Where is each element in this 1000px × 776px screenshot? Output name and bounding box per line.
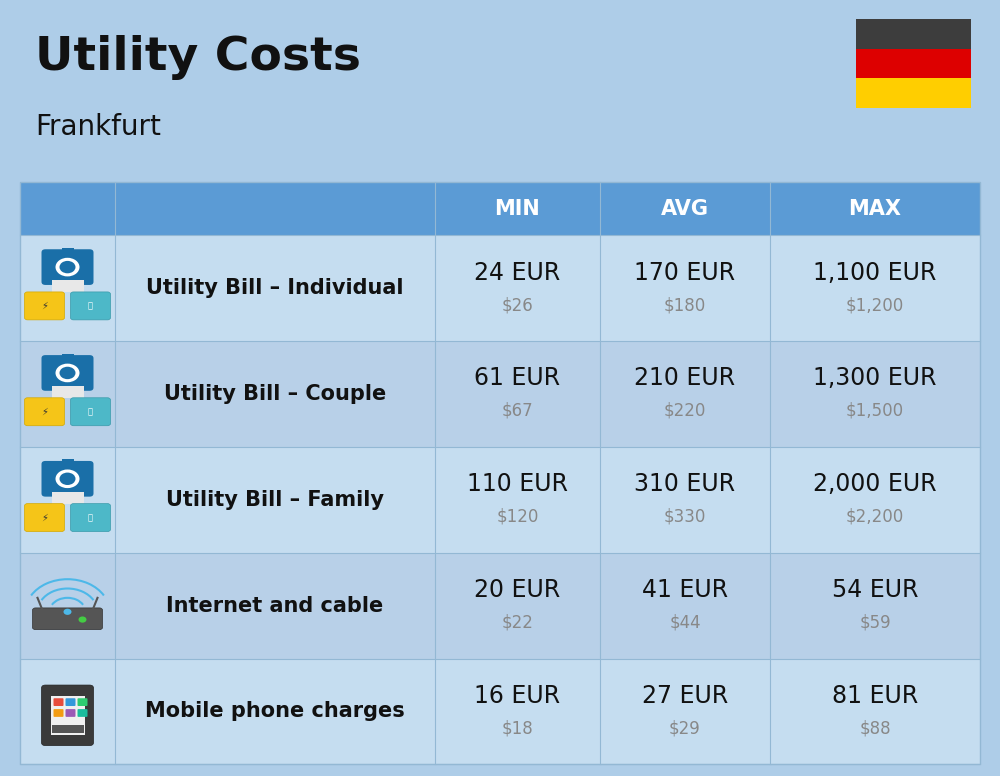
FancyBboxPatch shape xyxy=(42,461,94,497)
FancyBboxPatch shape xyxy=(54,698,64,706)
Text: 27 EUR: 27 EUR xyxy=(642,684,728,708)
Text: ⚡: ⚡ xyxy=(41,301,48,311)
Text: Utility Bill – Family: Utility Bill – Family xyxy=(166,490,384,510)
Text: 16 EUR: 16 EUR xyxy=(474,684,561,708)
FancyBboxPatch shape xyxy=(20,553,980,659)
Text: 61 EUR: 61 EUR xyxy=(474,366,561,390)
Text: 81 EUR: 81 EUR xyxy=(832,684,918,708)
FancyBboxPatch shape xyxy=(32,608,103,629)
Text: $1,200: $1,200 xyxy=(846,296,904,314)
Text: 1,300 EUR: 1,300 EUR xyxy=(813,366,937,390)
FancyBboxPatch shape xyxy=(856,78,971,108)
Text: $220: $220 xyxy=(664,402,706,420)
FancyBboxPatch shape xyxy=(62,354,74,360)
Text: $26: $26 xyxy=(502,296,533,314)
Text: 41 EUR: 41 EUR xyxy=(642,578,728,602)
Text: $88: $88 xyxy=(859,719,891,737)
FancyBboxPatch shape xyxy=(52,280,84,292)
Circle shape xyxy=(56,364,80,383)
Text: AVG: AVG xyxy=(661,199,709,219)
Text: $59: $59 xyxy=(859,614,891,632)
Text: 💧: 💧 xyxy=(88,301,93,310)
Text: 24 EUR: 24 EUR xyxy=(474,261,561,285)
FancyBboxPatch shape xyxy=(66,698,76,706)
Text: Internet and cable: Internet and cable xyxy=(166,596,384,615)
FancyBboxPatch shape xyxy=(20,235,980,341)
FancyBboxPatch shape xyxy=(25,504,64,532)
Text: Utility Bill – Individual: Utility Bill – Individual xyxy=(146,278,404,298)
Text: $67: $67 xyxy=(502,402,533,420)
FancyBboxPatch shape xyxy=(20,182,980,235)
Text: $29: $29 xyxy=(669,719,701,737)
FancyBboxPatch shape xyxy=(78,698,88,706)
FancyBboxPatch shape xyxy=(20,447,980,553)
Text: ⚡: ⚡ xyxy=(41,513,48,522)
FancyBboxPatch shape xyxy=(52,386,84,398)
FancyBboxPatch shape xyxy=(66,709,76,717)
Text: 310 EUR: 310 EUR xyxy=(634,473,736,496)
Circle shape xyxy=(60,473,76,485)
Text: MIN: MIN xyxy=(495,199,540,219)
Text: ⚡: ⚡ xyxy=(41,407,48,417)
FancyBboxPatch shape xyxy=(70,398,111,426)
Text: 110 EUR: 110 EUR xyxy=(467,473,568,496)
Text: $44: $44 xyxy=(669,614,701,632)
Text: Utility Costs: Utility Costs xyxy=(35,35,361,80)
FancyBboxPatch shape xyxy=(62,459,74,466)
FancyBboxPatch shape xyxy=(20,341,980,447)
Text: $330: $330 xyxy=(664,508,706,526)
FancyBboxPatch shape xyxy=(52,492,84,504)
FancyBboxPatch shape xyxy=(856,49,971,78)
FancyBboxPatch shape xyxy=(856,19,971,49)
Text: MAX: MAX xyxy=(848,199,902,219)
FancyBboxPatch shape xyxy=(78,709,88,717)
Text: 💧: 💧 xyxy=(88,407,93,416)
Text: 54 EUR: 54 EUR xyxy=(832,578,918,602)
FancyBboxPatch shape xyxy=(42,249,94,285)
FancyBboxPatch shape xyxy=(42,355,94,391)
Text: $120: $120 xyxy=(496,508,539,526)
Circle shape xyxy=(78,616,87,622)
Circle shape xyxy=(56,469,80,488)
FancyBboxPatch shape xyxy=(20,659,980,764)
Circle shape xyxy=(64,608,72,615)
FancyBboxPatch shape xyxy=(42,685,94,746)
FancyBboxPatch shape xyxy=(70,292,111,320)
Text: $18: $18 xyxy=(502,719,533,737)
Text: 1,100 EUR: 1,100 EUR xyxy=(813,261,937,285)
FancyBboxPatch shape xyxy=(54,709,64,717)
Text: 170 EUR: 170 EUR xyxy=(634,261,736,285)
Text: Utility Bill – Couple: Utility Bill – Couple xyxy=(164,384,386,404)
Text: $1,500: $1,500 xyxy=(846,402,904,420)
Text: $22: $22 xyxy=(502,614,533,632)
FancyBboxPatch shape xyxy=(62,248,74,254)
Circle shape xyxy=(60,261,76,273)
Text: $180: $180 xyxy=(664,296,706,314)
FancyBboxPatch shape xyxy=(50,696,84,735)
Circle shape xyxy=(56,258,80,276)
Text: $2,200: $2,200 xyxy=(846,508,904,526)
Text: 💧: 💧 xyxy=(88,513,93,522)
FancyBboxPatch shape xyxy=(25,398,64,426)
Text: 210 EUR: 210 EUR xyxy=(634,366,736,390)
Text: Mobile phone charges: Mobile phone charges xyxy=(145,702,405,722)
FancyBboxPatch shape xyxy=(70,504,111,532)
Text: 2,000 EUR: 2,000 EUR xyxy=(813,473,937,496)
FancyBboxPatch shape xyxy=(52,726,84,733)
Circle shape xyxy=(60,367,76,379)
Text: Frankfurt: Frankfurt xyxy=(35,113,161,140)
Text: 20 EUR: 20 EUR xyxy=(474,578,561,602)
FancyBboxPatch shape xyxy=(25,292,64,320)
